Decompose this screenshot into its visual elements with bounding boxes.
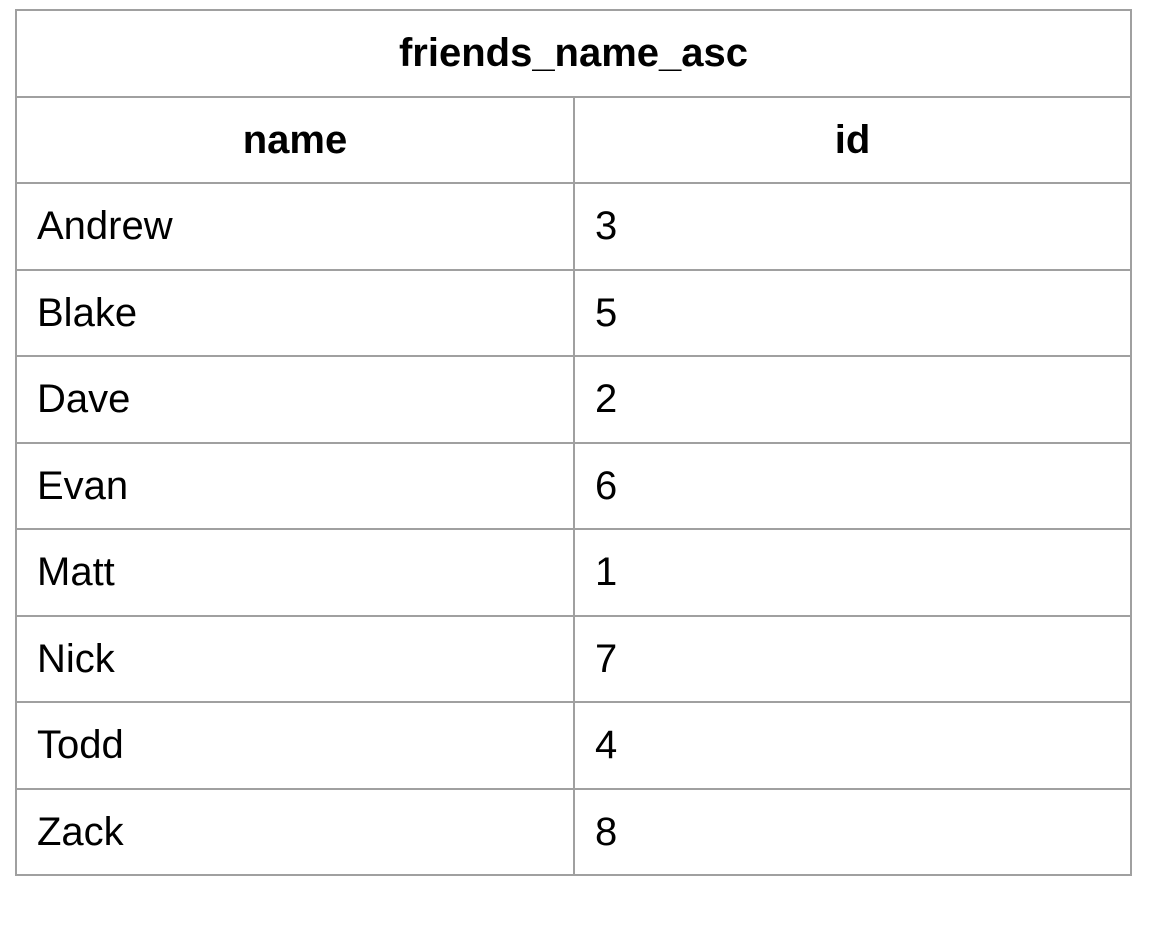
cell-name: Matt: [15, 528, 575, 617]
table-row: Dave 2: [15, 355, 1132, 444]
friends-table: friends_name_asc name id Andrew 3 Blake 5 Da…: [15, 9, 1132, 876]
cell-name: Todd: [15, 701, 575, 790]
table-header-row: name id: [15, 95, 1132, 184]
cell-id: 8: [573, 787, 1132, 876]
cell-name: Dave: [15, 355, 575, 444]
cell-name: Evan: [15, 441, 575, 530]
cell-id: 7: [573, 614, 1132, 703]
column-header-name: name: [15, 95, 575, 184]
table-row: Nick 7: [15, 614, 1132, 703]
cell-name: Zack: [15, 787, 575, 876]
cell-name: Andrew: [15, 182, 575, 271]
table-title: friends_name_asc: [15, 9, 1132, 98]
cell-id: 4: [573, 701, 1132, 790]
table-row: Matt 1: [15, 528, 1132, 617]
cell-name: Nick: [15, 614, 575, 703]
cell-id: 5: [573, 268, 1132, 357]
cell-id: 2: [573, 355, 1132, 444]
table-row: Blake 5: [15, 268, 1132, 357]
table-row: Zack 8: [15, 787, 1132, 876]
cell-id: 3: [573, 182, 1132, 271]
table-row: Evan 6: [15, 441, 1132, 530]
cell-id: 6: [573, 441, 1132, 530]
table-title-row: friends_name_asc: [15, 9, 1132, 98]
cell-name: Blake: [15, 268, 575, 357]
column-header-id: id: [573, 95, 1132, 184]
table-row: Andrew 3: [15, 182, 1132, 271]
table-row: Todd 4: [15, 701, 1132, 790]
cell-id: 1: [573, 528, 1132, 617]
